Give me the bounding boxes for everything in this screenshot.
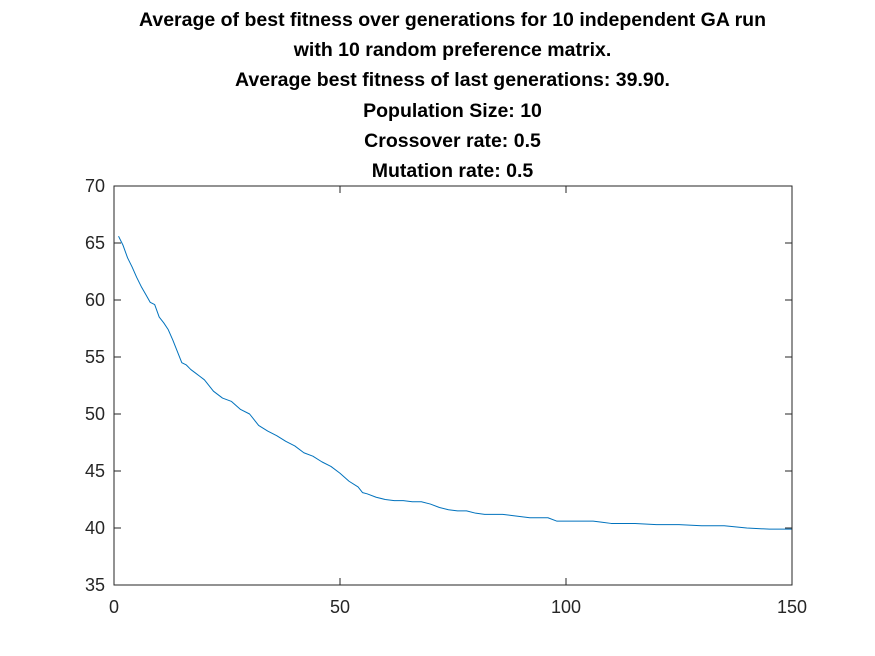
y-tick-label-60: 60: [85, 290, 105, 310]
y-tick-label-45: 45: [85, 461, 105, 481]
tick-labels: 0 50 100 150 35 40 45 50 55 60 65 70: [85, 176, 807, 617]
x-tick-label-100: 100: [551, 597, 581, 617]
title-line-6: Mutation rate: 0.5: [371, 160, 534, 183]
y-tick-label-50: 50: [85, 404, 105, 424]
title-line-2: with 10 random preference matrix.: [293, 39, 612, 62]
x-tick-label-50: 50: [330, 597, 350, 617]
series-line: [118, 235, 792, 530]
y-tick-label-55: 55: [85, 347, 105, 367]
title-line-5: Crossover rate: 0.5: [364, 129, 541, 152]
plot-area: [114, 186, 792, 585]
x-tick-label-0: 0: [109, 597, 119, 617]
x-tick-label-150: 150: [777, 597, 807, 617]
title-line-1: Average of best fitness over generations…: [138, 9, 767, 31]
title-line-3: Average best fitness of last generations…: [235, 69, 670, 92]
axes-box: [113, 185, 793, 586]
y-tick-label-65: 65: [85, 233, 105, 253]
title-line-4: Population Size: 10: [363, 99, 542, 122]
y-tick-label-40: 40: [85, 518, 105, 538]
y-tick-label-35: 35: [85, 575, 105, 595]
y-tick-label-70: 70: [85, 176, 105, 196]
chart-title: Average of best fitness over generations…: [0, 5, 875, 186]
